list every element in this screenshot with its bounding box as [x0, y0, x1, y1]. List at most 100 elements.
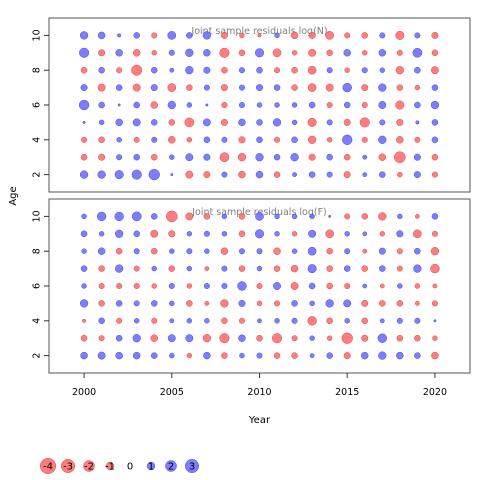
residual-bubble — [203, 136, 211, 144]
residual-bubble — [115, 300, 123, 307]
residual-bubble — [115, 247, 123, 255]
residual-bubble — [98, 119, 105, 126]
residual-bubble — [220, 247, 229, 255]
residual-bubble — [97, 170, 106, 179]
residual-bubble — [326, 137, 333, 143]
residual-bubble — [133, 300, 140, 307]
residual-bubble — [431, 66, 439, 75]
residual-bubble — [431, 153, 439, 161]
residual-bubble — [431, 49, 439, 57]
residual-bubble — [117, 103, 121, 107]
residual-bubble — [116, 137, 122, 143]
residual-bubble — [133, 136, 140, 143]
residual-bubble — [221, 66, 228, 74]
residual-bubble — [344, 213, 351, 220]
residual-bubble — [431, 84, 439, 91]
residual-bubble — [377, 333, 387, 343]
residual-bubble — [238, 49, 246, 57]
residual-bubble — [81, 248, 87, 254]
residual-bubble — [343, 299, 352, 308]
residual-bubble — [150, 334, 158, 342]
residual-bubble — [168, 119, 176, 126]
residual-bubble — [361, 299, 369, 307]
residual-bubble — [238, 299, 246, 307]
residual-bubble — [362, 172, 368, 177]
residual-bubble — [221, 265, 228, 272]
residual-bubble — [151, 317, 158, 324]
residual-bubble — [131, 211, 142, 222]
residual-bubble — [361, 213, 368, 220]
residual-bubble — [256, 102, 263, 108]
residual-bubble — [414, 317, 421, 324]
residual-bubble — [238, 213, 246, 220]
residual-bubble — [378, 247, 386, 255]
residual-bubble — [238, 67, 245, 74]
residual-bubble — [167, 100, 176, 110]
residual-bubble — [325, 83, 334, 92]
y-tick-label: 10 — [31, 29, 42, 41]
residual-bubble — [308, 282, 316, 290]
residual-bubble — [115, 229, 124, 238]
residual-bubble — [256, 283, 263, 289]
residual-bubble — [414, 32, 421, 39]
legend-label: 1 — [148, 462, 154, 473]
residual-bubble — [186, 352, 193, 359]
residual-bubble — [379, 265, 386, 272]
y-tick-label: 8 — [31, 248, 42, 254]
residual-bubble — [238, 84, 245, 91]
residual-bubble — [344, 248, 351, 255]
residual-bubble — [308, 101, 316, 109]
residual-bubble — [342, 82, 352, 93]
residual-bubble — [169, 352, 175, 359]
residual-bubble — [133, 101, 140, 109]
residual-bubble — [186, 283, 193, 289]
residual-bubble — [204, 318, 210, 324]
residual-bubble — [80, 84, 88, 92]
residual-bubble — [221, 317, 228, 325]
residual-bubble — [98, 283, 105, 289]
residual-bubble — [379, 300, 386, 307]
residual-bubble — [169, 154, 175, 160]
residual-bubble — [414, 136, 421, 143]
residual-bubble — [343, 153, 351, 161]
residual-bubble — [150, 101, 158, 109]
residual-bubble — [273, 153, 281, 161]
residual-bubble — [325, 299, 334, 308]
residual-bubble — [291, 213, 298, 220]
residual-bubble — [273, 84, 281, 91]
legend-bubble — [146, 461, 156, 471]
residual-bubble — [169, 300, 175, 307]
residual-bubble — [379, 32, 386, 39]
y-tick-label: 8 — [31, 67, 42, 73]
residual-bubble — [221, 136, 228, 143]
residual-bubble — [379, 231, 385, 237]
residual-bubble — [185, 48, 194, 57]
y-tick-label: 6 — [31, 102, 42, 108]
residual-bubble — [307, 246, 317, 256]
residual-bubble — [395, 30, 405, 40]
residual-bubble — [291, 102, 298, 108]
residual-bubble — [202, 334, 211, 343]
panels: Joint sample residuals log(N)246810Joint… — [31, 17, 471, 374]
residual-bubble — [169, 318, 175, 324]
residual-bubble — [414, 283, 421, 289]
residual-bubble — [97, 351, 106, 360]
residual-bubble — [79, 299, 89, 308]
residual-bubble — [343, 118, 351, 126]
residual-bubble — [115, 351, 123, 360]
legend-bubble — [165, 460, 177, 472]
residual-bubble — [326, 49, 333, 57]
residual-bubble — [273, 282, 281, 290]
legend-bubble — [185, 459, 199, 473]
residual-bubble — [396, 334, 404, 342]
residual-bubble — [116, 154, 123, 161]
residual-bubble — [97, 247, 106, 255]
residual-bubble — [274, 136, 281, 143]
residual-bubble — [186, 137, 193, 143]
residual-bubble — [203, 84, 210, 91]
residual-bubble — [397, 283, 403, 289]
residual-bubble — [290, 264, 299, 273]
residual-bubble — [98, 153, 106, 161]
residual-bubble — [82, 120, 86, 124]
